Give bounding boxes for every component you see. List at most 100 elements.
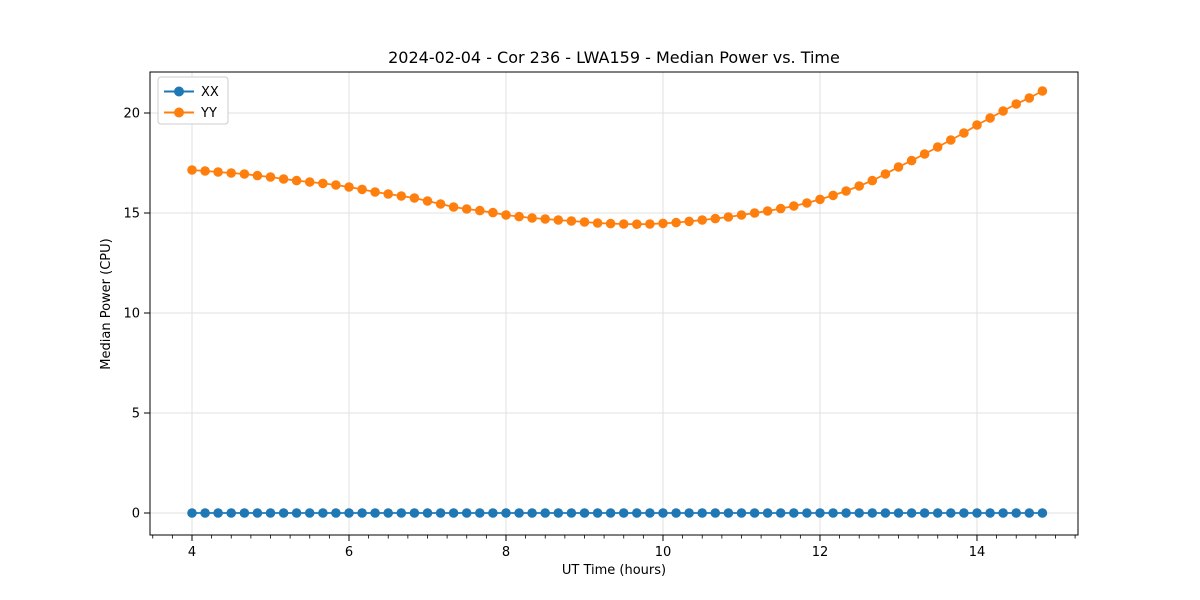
y-tick-label: 5	[132, 407, 140, 422]
data-point-xx	[658, 508, 668, 518]
data-point-xx	[972, 508, 982, 518]
data-point-xx	[527, 508, 537, 518]
plot-border	[149, 71, 1079, 536]
series-yy	[187, 86, 1048, 229]
series-layer	[187, 86, 1048, 518]
tick-layer: 4 6 8 10 12 14 0 5 10 15 20	[123, 107, 1076, 560]
data-point-xx	[553, 508, 564, 518]
data-point-yy	[239, 169, 250, 179]
data-point-xx	[985, 508, 995, 518]
data-point-xx	[331, 508, 341, 518]
data-point-xx	[396, 508, 407, 518]
data-point-xx	[775, 508, 786, 518]
series-xx	[187, 508, 1048, 518]
y-tick-label: 10	[123, 307, 140, 322]
y-tick-label: 20	[123, 107, 140, 122]
data-point-xx	[736, 508, 747, 518]
data-point-yy	[710, 213, 721, 224]
data-point-yy	[488, 207, 498, 218]
data-point-yy	[802, 198, 812, 208]
data-point-yy	[200, 166, 210, 176]
data-point-xx	[723, 508, 734, 518]
y-tick-label: 15	[123, 207, 140, 222]
data-point-xx	[919, 508, 930, 518]
legend-entry-yy: YY	[164, 106, 217, 121]
data-point-yy	[919, 149, 930, 159]
data-point-xx	[501, 508, 511, 518]
data-point-xx	[828, 508, 838, 518]
data-point-yy	[304, 177, 315, 187]
data-point-xx	[370, 508, 380, 518]
data-point-xx	[226, 508, 236, 518]
data-point-yy	[318, 178, 328, 189]
data-point-xx	[514, 508, 524, 518]
data-point-yy	[618, 219, 629, 229]
data-point-yy	[1011, 99, 1021, 109]
data-point-yy	[265, 172, 276, 182]
data-point-yy	[723, 212, 734, 222]
data-point-xx	[802, 508, 812, 518]
data-point-xx	[959, 508, 969, 518]
data-point-yy	[946, 135, 956, 145]
data-point-xx	[618, 508, 629, 518]
data-point-yy	[514, 211, 524, 222]
data-point-xx	[710, 508, 721, 518]
data-point-yy	[357, 184, 367, 195]
data-point-xx	[579, 508, 590, 518]
data-point-yy	[893, 162, 904, 172]
data-point-yy	[789, 201, 799, 211]
data-point-xx	[200, 508, 210, 518]
data-point-yy	[658, 218, 668, 229]
data-point-yy	[501, 210, 511, 220]
data-point-yy	[331, 180, 341, 190]
data-point-xx	[265, 508, 276, 518]
legend-marker-xx	[174, 86, 184, 97]
data-point-xx	[461, 508, 472, 518]
data-point-yy	[841, 186, 851, 196]
data-point-xx	[815, 508, 825, 518]
data-point-yy	[422, 196, 433, 206]
data-point-xx	[697, 508, 707, 518]
data-point-xx	[762, 508, 773, 518]
data-point-xx	[304, 508, 315, 518]
data-point-yy	[985, 113, 995, 123]
x-tick-label: 6	[345, 545, 353, 560]
data-point-xx	[252, 508, 263, 518]
data-point-yy	[645, 219, 655, 229]
x-axis-label: UT Time (hours)	[562, 563, 666, 578]
data-point-xx	[854, 508, 864, 518]
legend: XX YY	[157, 76, 229, 125]
data-point-yy	[527, 213, 537, 223]
data-point-xx	[906, 508, 917, 518]
data-point-yy	[396, 191, 407, 201]
legend-marker-yy	[174, 107, 184, 118]
data-point-yy	[972, 120, 982, 130]
data-point-xx	[475, 508, 485, 518]
data-point-xx	[1011, 508, 1021, 518]
data-point-xx	[357, 508, 367, 518]
data-point-yy	[880, 169, 891, 179]
y-axis-label: Median Power (CPU)	[99, 238, 114, 369]
data-point-yy	[854, 181, 864, 191]
data-point-xx	[318, 508, 328, 518]
data-point-yy	[906, 155, 917, 166]
data-point-xx	[592, 508, 603, 518]
data-point-yy	[697, 215, 707, 225]
data-point-xx	[998, 508, 1008, 518]
data-point-yy	[187, 165, 197, 175]
data-point-xx	[867, 508, 878, 518]
data-point-yy	[553, 215, 564, 225]
data-point-yy	[291, 175, 302, 186]
x-tick-label: 8	[502, 545, 510, 560]
data-point-xx	[605, 508, 616, 518]
x-tick-label: 4	[188, 545, 196, 560]
data-point-xx	[1037, 508, 1048, 518]
data-point-yy	[762, 206, 773, 216]
data-point-yy	[815, 194, 825, 205]
data-point-xx	[448, 508, 459, 518]
data-point-yy	[252, 170, 263, 181]
x-tick-label: 14	[969, 545, 986, 560]
data-point-xx	[422, 508, 433, 518]
data-point-yy	[461, 204, 472, 214]
